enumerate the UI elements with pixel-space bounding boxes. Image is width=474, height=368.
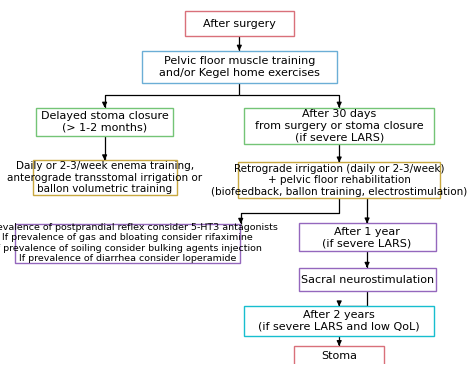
FancyBboxPatch shape [36, 107, 173, 137]
FancyBboxPatch shape [33, 160, 177, 195]
Text: Delayed stoma closure
(> 1-2 months): Delayed stoma closure (> 1-2 months) [41, 111, 168, 133]
FancyBboxPatch shape [185, 11, 294, 36]
FancyBboxPatch shape [142, 50, 337, 83]
FancyBboxPatch shape [238, 162, 440, 198]
FancyBboxPatch shape [299, 223, 436, 251]
FancyBboxPatch shape [15, 224, 240, 263]
Text: If prevalence of postprandial reflex consider 5-HT3 antagonists
If prevalence of: If prevalence of postprandial reflex con… [0, 223, 278, 263]
Text: After 30 days
from surgery or stoma closure
(if severe LARS): After 30 days from surgery or stoma clos… [255, 109, 423, 142]
Text: After surgery: After surgery [203, 18, 276, 28]
Text: Stoma: Stoma [321, 351, 357, 361]
FancyBboxPatch shape [294, 346, 384, 367]
FancyBboxPatch shape [244, 107, 434, 144]
Text: Sacral neurostimulation: Sacral neurostimulation [301, 275, 434, 284]
FancyBboxPatch shape [244, 306, 434, 336]
Text: Retrograde irrigation (daily or 2-3/week)
+ pelvic floor rehabilitation
(biofeed: Retrograde irrigation (daily or 2-3/week… [211, 164, 467, 197]
Text: Daily or 2-3/week enema training,
anterograde transstomal irrigation or
ballon v: Daily or 2-3/week enema training, antero… [7, 161, 202, 194]
Text: Pelvic floor muscle training
and/or Kegel home exercises: Pelvic floor muscle training and/or Kege… [159, 56, 320, 78]
Text: After 1 year
(if severe LARS): After 1 year (if severe LARS) [322, 227, 412, 248]
FancyBboxPatch shape [299, 268, 436, 291]
Text: After 2 years
(if severe LARS and low QoL): After 2 years (if severe LARS and low Qo… [258, 310, 420, 332]
